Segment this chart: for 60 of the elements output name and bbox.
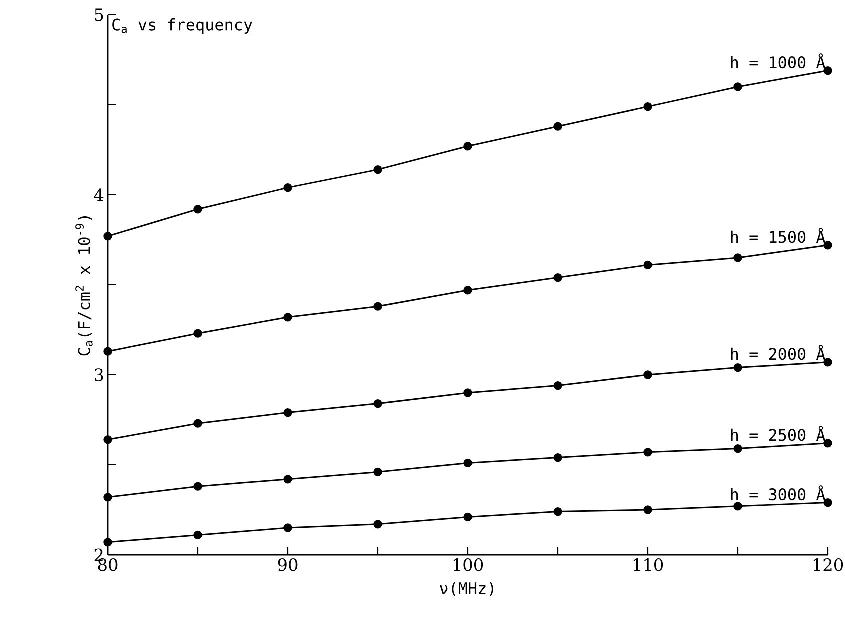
point	[824, 358, 832, 367]
series-label: h = 2000 Å	[731, 345, 826, 360]
point	[734, 363, 742, 372]
point	[194, 329, 202, 338]
point	[824, 498, 832, 508]
x-tick-label: 100	[454, 558, 484, 572]
point	[194, 482, 202, 491]
point	[464, 388, 472, 398]
point	[554, 507, 562, 516]
point	[554, 381, 562, 390]
point	[824, 439, 832, 448]
x-tick-label: 110	[634, 558, 664, 572]
point	[554, 122, 562, 131]
point	[464, 512, 472, 522]
point	[194, 205, 202, 214]
point	[284, 313, 292, 322]
point	[284, 475, 292, 484]
point	[464, 458, 472, 468]
point	[284, 183, 292, 192]
point	[104, 538, 112, 547]
point	[194, 530, 202, 540]
point	[104, 493, 112, 502]
series-label: h = 2500 Å	[731, 426, 826, 442]
point	[644, 370, 652, 380]
point	[464, 286, 472, 295]
point	[374, 302, 382, 311]
point	[734, 82, 742, 92]
point	[644, 448, 652, 457]
point	[824, 241, 832, 250]
point	[464, 142, 472, 151]
point	[104, 347, 112, 356]
y-tick-label: 4	[94, 188, 104, 202]
point	[374, 165, 382, 174]
point	[194, 419, 202, 428]
series-label: h = 1500 Å	[731, 228, 826, 244]
point	[824, 66, 832, 76]
point	[734, 444, 742, 454]
series-label: h = 3000 Å	[731, 486, 826, 501]
chart-title: C$_{a}$ vs frequency	[112, 18, 252, 34]
point	[104, 232, 112, 241]
point	[374, 399, 382, 408]
x-tick-label: 120	[814, 558, 844, 572]
point	[644, 260, 652, 270]
point	[734, 254, 742, 262]
point	[554, 273, 562, 282]
point	[284, 524, 292, 532]
point	[734, 502, 742, 511]
point	[644, 102, 652, 112]
point	[104, 435, 112, 444]
point	[374, 520, 382, 529]
series-label: h = 1000 Å	[731, 54, 826, 69]
point	[644, 506, 652, 514]
x-tick-label: 90	[278, 558, 298, 572]
y-axis-title: C$_{a}$(F/cm$^{2}$ x 10$^{-9}$)	[76, 216, 93, 356]
y-tick-label: 5	[95, 8, 104, 22]
point	[284, 408, 292, 418]
point	[554, 453, 562, 462]
point	[374, 468, 382, 477]
y-tick-label: 3	[95, 368, 104, 382]
x-axis-title: ν(MHz)	[440, 582, 494, 596]
